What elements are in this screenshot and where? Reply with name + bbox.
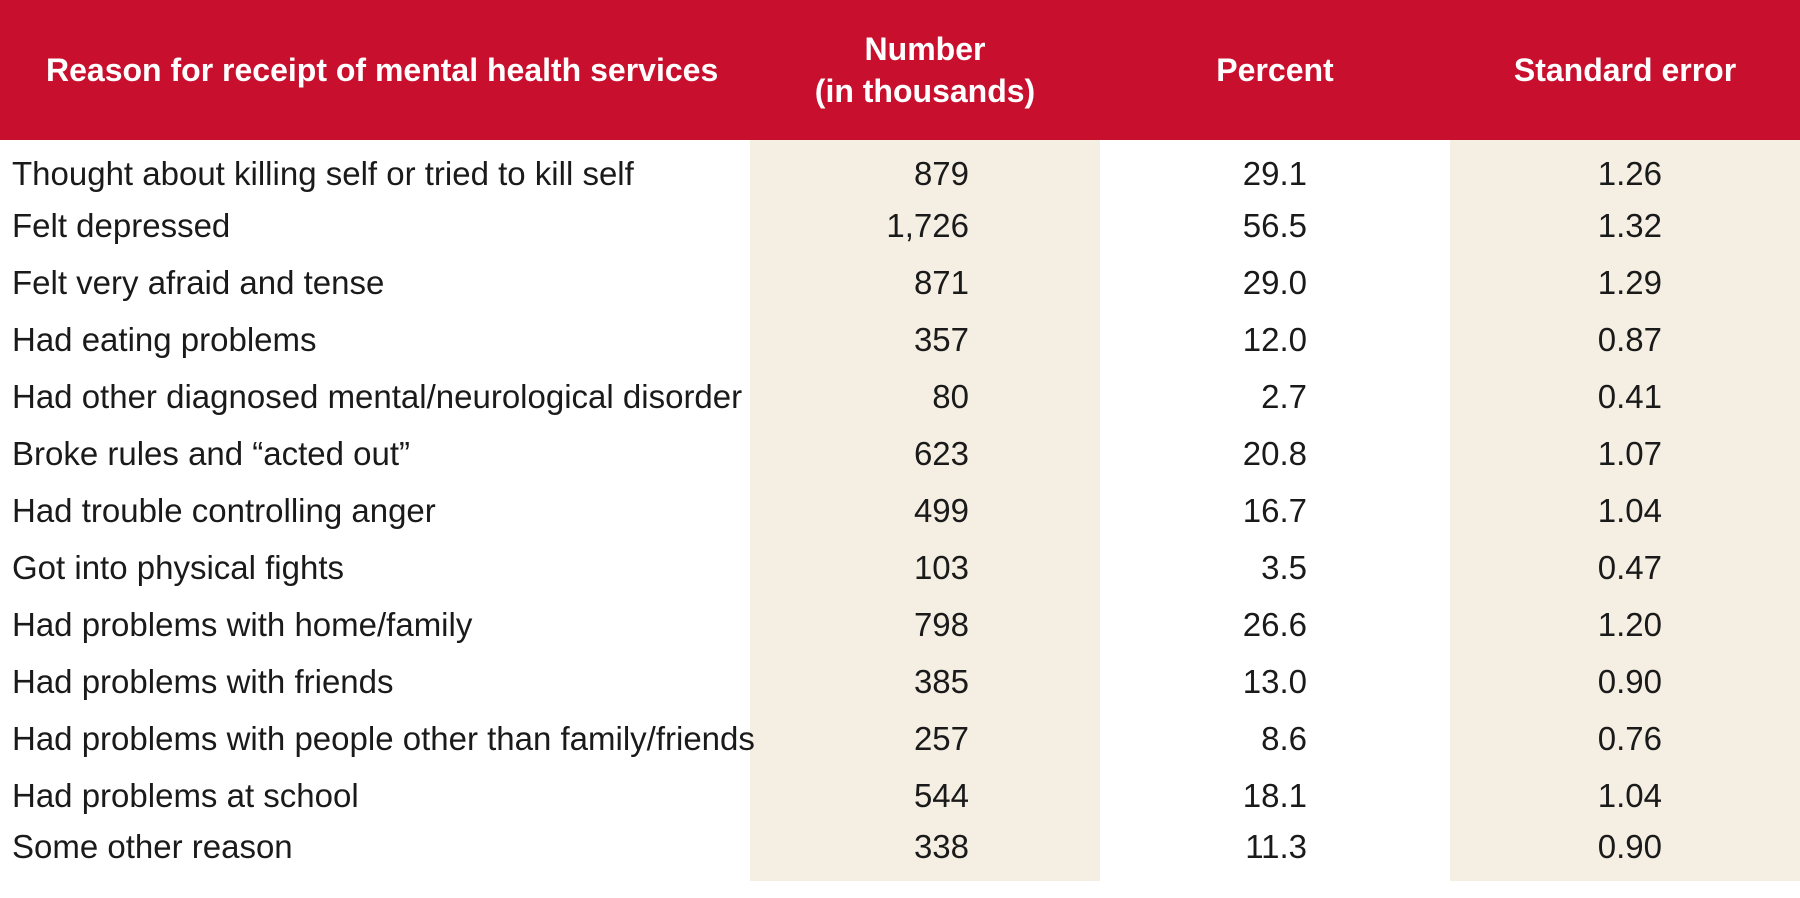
cell-number: 338 xyxy=(750,824,1100,881)
cell-reason: Had problems with home/family xyxy=(0,596,750,653)
cell-number: 385 xyxy=(750,653,1100,710)
cell-standard-error: 1.26 xyxy=(1450,140,1800,197)
cell-standard-error: 0.87 xyxy=(1450,311,1800,368)
cell-reason: Got into physical fights xyxy=(0,539,750,596)
cell-percent: 2.7 xyxy=(1100,368,1450,425)
cell-number: 871 xyxy=(750,254,1100,311)
cell-standard-error: 0.90 xyxy=(1450,824,1800,881)
cell-number: 103 xyxy=(750,539,1100,596)
cell-reason: Had problems at school xyxy=(0,767,750,824)
cell-percent: 56.5 xyxy=(1100,197,1450,254)
table-row: Felt depressed 1,726 56.5 1.32 xyxy=(0,197,1800,254)
cell-standard-error: 0.76 xyxy=(1450,710,1800,767)
header-reason: Reason for receipt of mental health serv… xyxy=(0,0,750,140)
cell-reason: Felt very afraid and tense xyxy=(0,254,750,311)
cell-number: 499 xyxy=(750,482,1100,539)
table-header: Reason for receipt of mental health serv… xyxy=(0,0,1800,140)
cell-reason: Had other diagnosed mental/neurological … xyxy=(0,368,750,425)
cell-standard-error: 0.41 xyxy=(1450,368,1800,425)
cell-standard-error: 1.32 xyxy=(1450,197,1800,254)
cell-reason: Felt depressed xyxy=(0,197,750,254)
table-row: Had trouble controlling anger 499 16.7 1.04 xyxy=(0,482,1800,539)
cell-reason: Thought about killing self or tried to k… xyxy=(0,140,750,197)
cell-reason: Had trouble controlling anger xyxy=(0,482,750,539)
table-body: Thought about killing self or tried to k… xyxy=(0,140,1800,881)
cell-reason: Had problems with friends xyxy=(0,653,750,710)
cell-percent: 16.7 xyxy=(1100,482,1450,539)
table-row: Had other diagnosed mental/neurological … xyxy=(0,368,1800,425)
header-percent: Percent xyxy=(1100,0,1450,140)
header-number-line2: (in thousands) xyxy=(750,70,1100,112)
cell-percent: 26.6 xyxy=(1100,596,1450,653)
cell-reason: Had eating problems xyxy=(0,311,750,368)
cell-percent: 20.8 xyxy=(1100,425,1450,482)
cell-standard-error: 1.29 xyxy=(1450,254,1800,311)
cell-number: 544 xyxy=(750,767,1100,824)
cell-standard-error: 1.20 xyxy=(1450,596,1800,653)
cell-percent: 11.3 xyxy=(1100,824,1450,881)
table-row: Broke rules and “acted out” 623 20.8 1.07 xyxy=(0,425,1800,482)
cell-standard-error: 0.90 xyxy=(1450,653,1800,710)
cell-standard-error: 1.04 xyxy=(1450,767,1800,824)
cell-number: 879 xyxy=(750,140,1100,197)
cell-reason: Broke rules and “acted out” xyxy=(0,425,750,482)
cell-percent: 3.5 xyxy=(1100,539,1450,596)
cell-number: 80 xyxy=(750,368,1100,425)
table-row: Thought about killing self or tried to k… xyxy=(0,140,1800,197)
cell-percent: 12.0 xyxy=(1100,311,1450,368)
cell-standard-error: 1.04 xyxy=(1450,482,1800,539)
cell-number: 357 xyxy=(750,311,1100,368)
cell-number: 798 xyxy=(750,596,1100,653)
table-row: Felt very afraid and tense 871 29.0 1.29 xyxy=(0,254,1800,311)
header-number: Number (in thousands) xyxy=(750,0,1100,140)
cell-percent: 18.1 xyxy=(1100,767,1450,824)
table-row: Had problems with home/family 798 26.6 1.20 xyxy=(0,596,1800,653)
table-row: Had problems with friends 385 13.0 0.90 xyxy=(0,653,1800,710)
table-row: Had problems at school 544 18.1 1.04 xyxy=(0,767,1800,824)
cell-reason: Some other reason xyxy=(0,824,750,881)
header-standard-error: Standard error xyxy=(1450,0,1800,140)
cell-percent: 29.1 xyxy=(1100,140,1450,197)
cell-number: 623 xyxy=(750,425,1100,482)
table-row: Got into physical fights 103 3.5 0.47 xyxy=(0,539,1800,596)
cell-number: 1,726 xyxy=(750,197,1100,254)
header-number-line1: Number xyxy=(750,28,1100,70)
cell-standard-error: 0.47 xyxy=(1450,539,1800,596)
header-row: Reason for receipt of mental health serv… xyxy=(0,0,1800,140)
cell-number: 257 xyxy=(750,710,1100,767)
cell-percent: 29.0 xyxy=(1100,254,1450,311)
table-row: Had problems with people other than fami… xyxy=(0,710,1800,767)
data-table-container: Reason for receipt of mental health serv… xyxy=(0,0,1800,898)
cell-percent: 8.6 xyxy=(1100,710,1450,767)
table-row: Some other reason 338 11.3 0.90 xyxy=(0,824,1800,881)
mental-health-services-table: Reason for receipt of mental health serv… xyxy=(0,0,1800,881)
cell-standard-error: 1.07 xyxy=(1450,425,1800,482)
table-row: Had eating problems 357 12.0 0.87 xyxy=(0,311,1800,368)
cell-reason: Had problems with people other than fami… xyxy=(0,710,750,767)
cell-percent: 13.0 xyxy=(1100,653,1450,710)
